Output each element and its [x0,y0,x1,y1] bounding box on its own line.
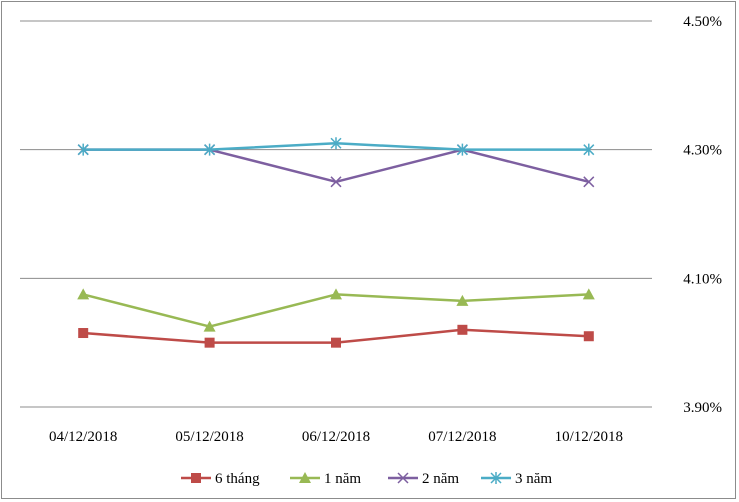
series-lines [82,141,590,344]
legend-marker [397,472,409,484]
data-point [457,324,468,335]
legend-item: 3 năm [481,471,552,487]
y-axis-tick-labels: 4.50% 4.30% 4.10% 3.90% [683,14,722,416]
legend-marker [299,472,311,483]
series-markers [77,137,595,348]
y-tick-label: 4.50% [683,14,722,30]
data-point [583,176,595,188]
data-point [330,288,342,300]
legend-item: 2 năm [388,471,459,487]
legend-marker [490,472,502,484]
legend-label: 1 năm [324,471,361,487]
y-tick-label: 4.30% [683,143,722,159]
data-point [77,143,89,156]
y-tick-label: 3.90% [683,400,722,416]
x-axis-tick-labels: 04/12/2018 05/12/2018 06/12/2018 07/12/2018… [49,429,623,445]
data-point [456,294,469,306]
x-tick-label: 06/12/2018 [302,429,370,445]
gridlines [20,20,652,408]
legend-marker [191,473,201,483]
data-point [456,143,468,156]
data-point [582,288,595,300]
data-point [203,320,216,332]
x-tick-label: 07/12/2018 [428,429,496,445]
data-point [330,176,342,188]
series-line [83,148,590,184]
legend-item: 1 năm [290,471,361,487]
legend-label: 6 tháng [215,471,260,487]
legend-label: 2 năm [422,471,459,487]
data-point [583,143,595,156]
y-tick-label: 4.10% [683,271,722,287]
legend: 6 tháng 1 năm 2 năm 3 năm [181,471,552,487]
data-point [331,337,341,348]
x-tick-label: 04/12/2018 [49,429,117,445]
legend-item: 6 tháng [181,471,260,487]
data-point [77,288,90,300]
data-point [583,331,594,342]
data-point [204,143,216,156]
data-point [204,337,215,348]
x-tick-label: 10/12/2018 [555,429,623,445]
data-point [330,137,342,150]
data-point [78,328,89,339]
legend-label: 3 năm [515,471,552,487]
x-tick-label: 05/12/2018 [175,429,243,445]
